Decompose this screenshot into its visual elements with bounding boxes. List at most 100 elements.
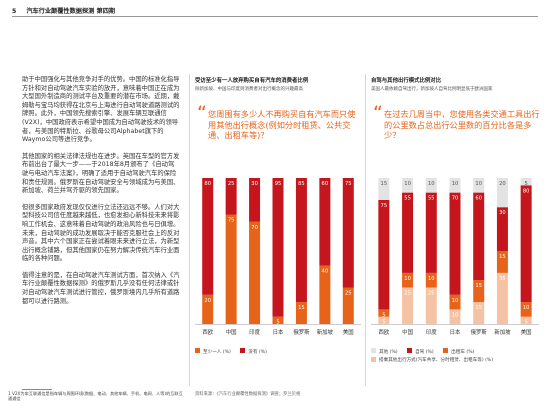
- bar-segment: [496, 251, 508, 273]
- data-label: 55: [428, 196, 435, 202]
- panel1-title: 受访至少有一人放弃购买自有汽车的消费者比例: [195, 78, 309, 84]
- footnote-rule: [22, 389, 52, 390]
- x-tick-label: 俄罗斯: [471, 328, 488, 336]
- bar-segment: [225, 214, 237, 324]
- x-tick-label: 俄罗斯: [293, 328, 310, 336]
- x-tick-label: 印度: [426, 328, 437, 336]
- bar-segment: [496, 207, 508, 251]
- bar-segment: [378, 178, 390, 200]
- legend-item: 至少一人 (%): [195, 348, 231, 355]
- column-divider: [189, 74, 190, 386]
- page-number: 5: [12, 8, 17, 15]
- data-label: 10: [475, 181, 482, 187]
- x-tick-label: 美国: [343, 328, 354, 336]
- bar-segment: [295, 302, 307, 324]
- data-label: 25: [228, 181, 235, 187]
- panel1-stacked-bar-chart: 20 80 西欧 75 25 中国 70 30 印度 5 95 日本 15 85 俄罗斯 40 60 新加坡 25 7…: [195, 178, 361, 336]
- data-label: 80: [204, 181, 211, 187]
- bar-segment: [425, 178, 437, 193]
- data-label: 5: [382, 312, 385, 318]
- legend-swatch: [240, 348, 246, 353]
- bar-segment: [342, 178, 354, 288]
- x-tick-label: 新加坡: [494, 328, 511, 336]
- legend-label: 至少一人 (%): [203, 349, 231, 355]
- data-label: 75: [228, 218, 235, 224]
- data-label: 15: [475, 283, 482, 289]
- legend-item: 搭乘其他出行方式(汽车共享、分时租赁、出租车等) (%): [371, 356, 494, 363]
- bar-segment: [496, 178, 508, 208]
- bar-segment: [378, 316, 390, 324]
- data-label: 75: [345, 181, 352, 187]
- data-label: 10: [523, 305, 530, 311]
- body-paragraph: 值得注意的是，在自动驾驶汽车测试方面，首次纳入《汽车行业颠覆性数据探测》的俄罗斯…: [22, 271, 180, 305]
- data-label: 5: [524, 181, 527, 187]
- panel1-legend: 至少一人 (%) 没有 (%): [195, 348, 360, 357]
- x-tick-label: 美国: [521, 328, 532, 336]
- bar-segment: [319, 178, 331, 266]
- data-label: 10: [452, 312, 459, 318]
- data-label: 10: [452, 181, 459, 187]
- source-note: 资料来源：《汽车行业颠覆性数据探测》调查；罗兰贝格: [195, 392, 301, 397]
- x-tick-label: 新加坡: [317, 328, 334, 336]
- data-label: 10: [404, 276, 411, 282]
- quote-mark-icon: “: [197, 102, 207, 124]
- data-label: 5: [382, 320, 385, 326]
- bar-segment: [425, 192, 437, 273]
- x-tick-label: 西欧: [378, 328, 389, 336]
- bar-segment: [449, 309, 461, 324]
- legend-label: 其他 (%): [379, 349, 398, 355]
- bar-segment: [202, 294, 214, 324]
- bar-segment: [520, 302, 532, 317]
- x-tick-label: 日本: [450, 328, 461, 336]
- bar-segment: [272, 316, 284, 324]
- quote-mark-icon: “: [373, 102, 383, 124]
- bar-segment: [272, 178, 284, 317]
- panel2-legend: 其他 (%) 自驾 (%) 出租车 (%) 搭乘其他出行方式(汽车共享、分时租赁…: [371, 348, 543, 365]
- data-label: 10: [452, 298, 459, 304]
- legend-label: 出租车 (%): [451, 349, 475, 355]
- data-label: 15: [298, 305, 305, 311]
- panel2-quote: 在过去几周当中，您使用各类交通工具出行的公里数占总出行公里数的百分比各是多少？: [384, 109, 540, 140]
- bar-segment: [402, 178, 414, 193]
- data-label: 15: [381, 181, 388, 187]
- bar-segment: [425, 272, 437, 288]
- bar-segment: [378, 309, 390, 317]
- legend-item: 其他 (%): [371, 348, 398, 355]
- bar-segment: [342, 287, 354, 324]
- bar-segment: [402, 192, 414, 273]
- x-tick-label: 中国: [226, 328, 237, 336]
- report-title: 汽车行业颠覆性数据探测 第四期: [26, 8, 116, 15]
- data-label: 15: [475, 305, 482, 311]
- data-label: 25: [404, 291, 411, 297]
- x-tick-label: 日本: [273, 328, 284, 336]
- panel2-subtitle: 美国人最依赖自驾出行，新加坡人自驾比例明显低于欧洲国家: [371, 87, 493, 92]
- bar-segment: [225, 178, 237, 215]
- data-label: 70: [452, 196, 459, 202]
- column-divider: [365, 74, 366, 386]
- bar-segment: [249, 178, 261, 222]
- data-label: 70: [251, 225, 258, 231]
- data-label: 80: [523, 188, 530, 194]
- legend-label: 搭乘其他出行方式(汽车共享、分时租赁、出租车等) (%): [379, 358, 494, 363]
- data-label: 30: [251, 181, 258, 187]
- legend-swatch: [407, 348, 413, 353]
- bar-segment: [520, 316, 532, 324]
- data-label: 25: [428, 291, 435, 297]
- bar-segment: [202, 178, 214, 295]
- panel1-subtitle: 除新加坡、中国与印度则消费者对出行概念的兴趣最高: [195, 87, 303, 92]
- bar-segment: [425, 287, 437, 324]
- data-label: 20: [499, 181, 506, 187]
- legend-item: 出租车 (%): [443, 348, 475, 355]
- body-paragraph: 助于中国强化与其他竞争对手的优势。中国的标准化指导方针和对自动驾驶汽车实验的放开…: [22, 76, 180, 144]
- bar-segment: [249, 221, 261, 324]
- panel2-stacked-bar-chart: 557515西欧25105510中国25105510印度10107010日本15…: [371, 178, 539, 336]
- bar-segment: [402, 272, 414, 288]
- x-tick-label: 中国: [402, 328, 413, 336]
- data-label: 60: [475, 196, 482, 202]
- data-label: 40: [322, 269, 329, 275]
- data-label: 55: [404, 196, 411, 202]
- bar-segment: [473, 192, 485, 281]
- bar-segment: [473, 302, 485, 324]
- data-label: 5: [524, 320, 527, 326]
- data-label: 25: [345, 291, 352, 297]
